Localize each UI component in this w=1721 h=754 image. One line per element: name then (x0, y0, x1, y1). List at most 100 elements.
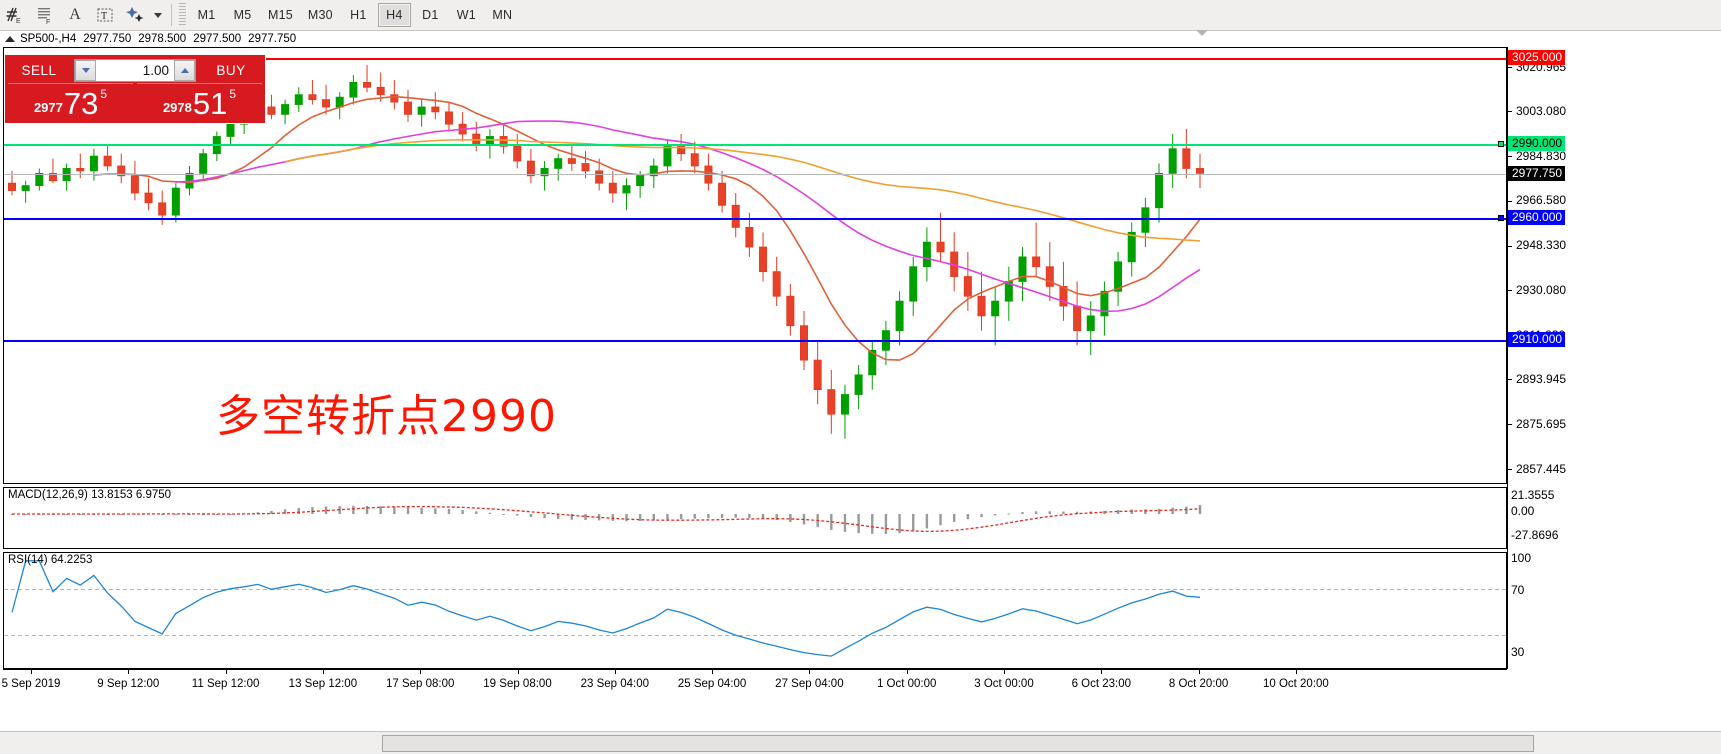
time-notch (322, 670, 324, 674)
time-tick: 5 Sep 2019 (1, 678, 61, 690)
volume-stepper[interactable]: 1.00 (74, 58, 196, 82)
timeframe-m5[interactable]: M5 (233, 8, 252, 22)
autoscroll-icon[interactable]: F (30, 1, 60, 29)
time-notch (1295, 670, 1297, 674)
time-tick: 3 Oct 00:00 (974, 678, 1034, 690)
time-notch (420, 670, 422, 674)
timeframe-m15[interactable]: M15 (268, 8, 293, 22)
price-badge-2977-750[interactable]: 2977.750 (1508, 165, 1566, 181)
macd-pane[interactable]: MACD(12,26,9) 13.8153 6.9750 (3, 487, 1507, 549)
time-tick: 1 Oct 00:00 (876, 678, 937, 690)
time-notch (712, 670, 714, 674)
macd-tick: 0.00 (1511, 504, 1535, 518)
symbol-ohlc-bar: SP500-,H4 2977.750 2978.500 2977.500 297… (0, 31, 1721, 47)
toolbar-divider (171, 4, 172, 26)
price-tick: 2893.945 (1508, 372, 1566, 386)
ask-fraction: 5 (229, 87, 237, 101)
objects-dropdown-icon[interactable] (150, 1, 166, 29)
macd-label: MACD(12,26,9) 13.8153 6.9750 (8, 489, 172, 501)
objects-icon[interactable] (120, 1, 150, 29)
price-badge-3025-000[interactable]: 3025.000 (1508, 49, 1566, 65)
time-notch (1101, 670, 1103, 674)
ohlc-open: 2977.750 (83, 32, 132, 45)
rsi-tick: 30 (1511, 645, 1525, 659)
time-tick: 19 Sep 08:00 (483, 678, 552, 690)
time-tick: 23 Sep 04:00 (580, 678, 650, 690)
macd-series (10, 505, 1202, 534)
time-tick: 17 Sep 08:00 (385, 678, 455, 690)
level-anchor-handle[interactable] (1498, 140, 1504, 147)
volume-input[interactable]: 1.00 (96, 59, 174, 81)
level-line-2910-000[interactable] (4, 340, 1506, 343)
rsi-tick: 70 (1511, 583, 1525, 597)
symbol-label: SP500-,H4 (20, 32, 77, 45)
macd-tick: 21.3555 (1511, 488, 1555, 502)
timeframe-m1[interactable]: M1 (197, 8, 216, 22)
ohlc-close: 2977.750 (248, 32, 297, 45)
level-anchor-handle[interactable] (1498, 214, 1504, 221)
sell-button[interactable]: 2977 73 5 (8, 83, 133, 120)
volume-decrement-button[interactable] (75, 59, 96, 81)
timeframe-h4[interactable]: H4 (377, 3, 411, 27)
price-badge-2990-000[interactable]: 2990.000 (1508, 135, 1566, 151)
level-line-2977-750[interactable] (4, 173, 1506, 175)
time-notch (1198, 670, 1200, 674)
price-axis[interactable]: 3020.965 3003.080 2984.830 2966.580 2948.330… (1507, 47, 1721, 669)
svg-text:F: F (46, 19, 50, 25)
price-tick: 2857.445 (1508, 462, 1566, 476)
ohlc-high: 2978.500 (138, 32, 187, 45)
timeframe-m30[interactable]: M30 (307, 8, 333, 22)
trade-panel-top-row: SELL 1.00 BUY (5, 55, 265, 83)
time-notch (614, 670, 616, 674)
bid-major: 73 (63, 86, 99, 121)
rsi-label: RSI(14) 64.2253 (8, 554, 93, 566)
one-click-trading-panel: SELL 1.00 BUY 2977 73 5 2978 51 5 (4, 54, 266, 124)
price-tick: 2875.695 (1508, 417, 1566, 431)
toolbar-grip[interactable] (179, 3, 186, 27)
trade-panel-quotes: 2977 73 5 2978 51 5 (5, 83, 265, 123)
sell-label[interactable]: SELL (21, 62, 57, 78)
horizontal-scrollbar[interactable] (0, 731, 1721, 754)
indicators-icon[interactable]: E (0, 1, 30, 29)
timeframe-d1[interactable]: D1 (422, 8, 439, 22)
timeframe-group: M1 M5 M15 M30 H1 H4 D1 W1 MN (190, 3, 519, 27)
level-line-3025-000[interactable] (4, 57, 1506, 60)
price-tick: 2966.580 (1508, 193, 1566, 207)
bid-fraction: 5 (100, 87, 108, 101)
textbox-tool-icon[interactable]: T (90, 1, 120, 29)
ask-major: 51 (192, 86, 228, 121)
text-tool-icon[interactable]: A (69, 6, 81, 23)
level-line-2960-000[interactable] (4, 217, 1506, 220)
chart-annotation-text: 多空转折点2990 (216, 391, 557, 442)
ohlc-low: 2977.500 (193, 32, 242, 45)
chart-dropdown-marker-icon[interactable] (1196, 30, 1208, 36)
time-tick: 10 Oct 20:00 (1262, 678, 1329, 690)
svg-text:T: T (101, 11, 107, 22)
price-tick: 2948.330 (1508, 238, 1566, 252)
timeframe-w1[interactable]: W1 (456, 8, 476, 22)
rsi-pane[interactable]: RSI(14) 64.2253 (3, 552, 1507, 669)
collapse-triangle-icon[interactable] (5, 35, 15, 42)
chart-area: 多空转折点2990 MACD(12,26,9) 13.8153 6.9750 R… (0, 47, 1721, 754)
buy-button[interactable]: 2978 51 5 (137, 83, 262, 120)
bid-integer: 2977 (33, 100, 63, 115)
volume-increment-button[interactable] (174, 59, 195, 81)
svg-text:E: E (16, 18, 21, 25)
time-tick: 6 Oct 23:00 (1071, 678, 1132, 690)
time-tick: 25 Sep 04:00 (677, 678, 747, 690)
time-tick: 13 Sep 12:00 (288, 678, 358, 690)
time-axis[interactable]: 5 Sep 2019 9 Sep 12:00 11 Sep 12:00 13 Sep … (1, 669, 1507, 705)
time-tick: 11 Sep 12:00 (191, 678, 260, 690)
timeframe-mn[interactable]: MN (492, 8, 513, 22)
time-notch (517, 670, 519, 674)
time-notch (809, 670, 811, 674)
buy-label[interactable]: BUY (216, 62, 246, 78)
level-line-2990-000[interactable] (4, 143, 1506, 146)
price-badge-2960-000[interactable]: 2960.000 (1508, 209, 1566, 225)
scrollbar-thumb[interactable] (382, 735, 1534, 752)
price-badge-2910-000[interactable]: 2910.000 (1508, 332, 1566, 348)
price-tick: 2930.080 (1508, 283, 1566, 297)
macd-tick: -27.8696 (1511, 528, 1559, 542)
timeframe-h1[interactable]: H1 (350, 8, 367, 22)
